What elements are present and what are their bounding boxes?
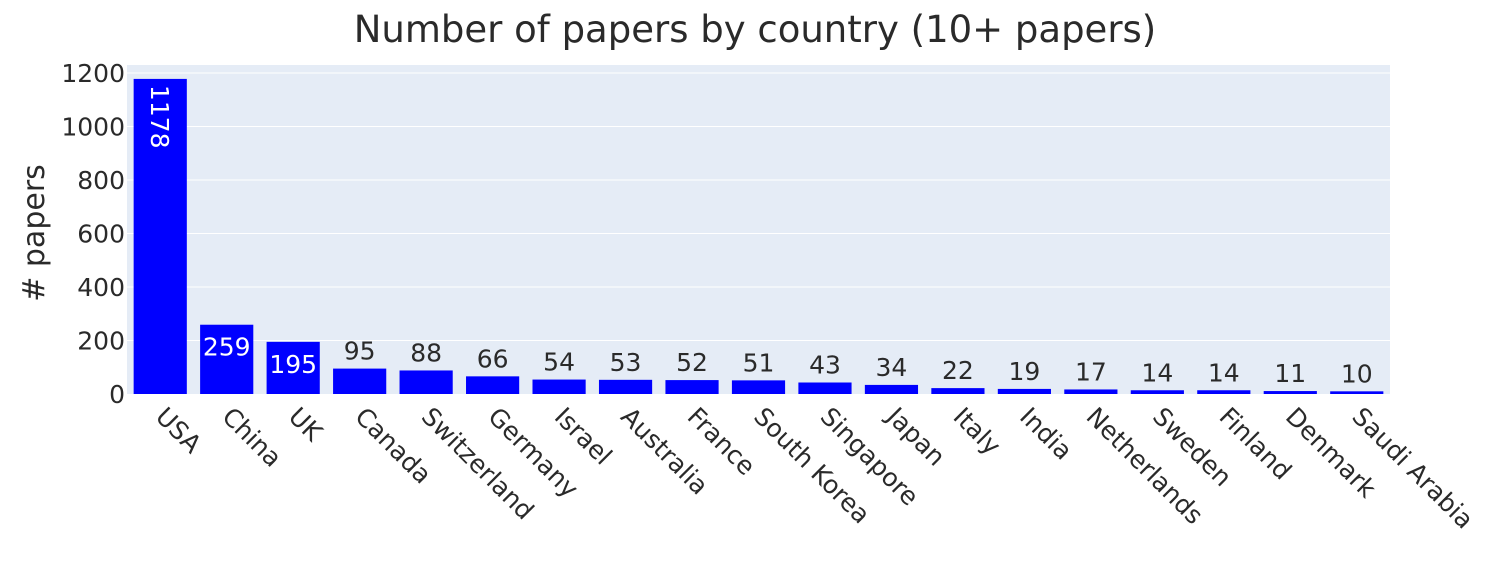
bar [997,388,1051,394]
bar [1064,389,1118,394]
bar-value-label: 53 [610,348,642,377]
bar [1130,390,1184,394]
bar-value-label: 95 [344,337,376,366]
bar [266,341,320,394]
bar-value-label: 22 [942,356,974,385]
bar-value-label: 17 [1075,357,1107,386]
y-tick-label: 600 [77,220,125,249]
bar-value-label: 88 [410,338,442,367]
bar-value-label: 14 [1208,358,1240,387]
bar-value-label: 54 [543,348,575,377]
bar-value-label: 19 [1008,357,1040,386]
bar-value-label: 43 [809,350,841,379]
bars: 1178 259 195 95 88 66 54 53 52 51 43 34 22 19 17 14 14 11… [133,78,1384,395]
bar-value-label: 1178 [145,85,174,149]
bar [864,384,919,394]
bar [1197,390,1251,394]
bar [798,382,852,394]
bar [1330,391,1384,394]
x-tick-label: Netherlands [1081,402,1209,530]
bar [466,376,520,394]
y-tick-label: 400 [77,273,125,302]
x-tick-label: India [1014,402,1078,466]
y-tick-label: 0 [109,380,125,409]
x-tick-label: China [216,402,287,473]
y-tick-label: 800 [77,166,125,195]
y-tick-label: 1000 [61,113,125,142]
bar [731,380,786,394]
bar-value-label: 195 [269,350,317,379]
x-tick-label: Italy [948,402,1007,461]
bar-value-label: 51 [743,348,775,377]
bar [665,380,719,394]
bar-value-label: 52 [676,348,708,377]
bar [333,368,387,394]
plot-area [127,65,1390,394]
chart-title: Number of papers by country (10+ papers) [353,8,1157,51]
y-axis-title: # papers [17,164,52,302]
bar [598,379,653,394]
bar [1263,391,1317,394]
x-tick-label: UK [283,402,328,447]
bar [133,78,187,395]
x-tick-label: South Korea [748,402,876,530]
bar [532,379,586,394]
y-axis-ticks: 0 200 400 600 800 1000 1200 [61,59,125,409]
bar-value-label: 34 [876,353,908,382]
bar-value-label: 259 [203,333,251,362]
y-tick-label: 1200 [61,59,125,88]
bar [931,388,985,394]
bar [399,370,453,394]
x-tick-label: USA [150,402,207,459]
bar-value-label: 14 [1141,358,1173,387]
bar-value-label: 11 [1274,359,1306,388]
bar-value-label: 66 [477,344,509,373]
y-tick-label: 200 [77,327,125,356]
gridlines [127,72,1390,342]
bar-value-label: 10 [1341,359,1373,388]
bar [200,324,254,394]
